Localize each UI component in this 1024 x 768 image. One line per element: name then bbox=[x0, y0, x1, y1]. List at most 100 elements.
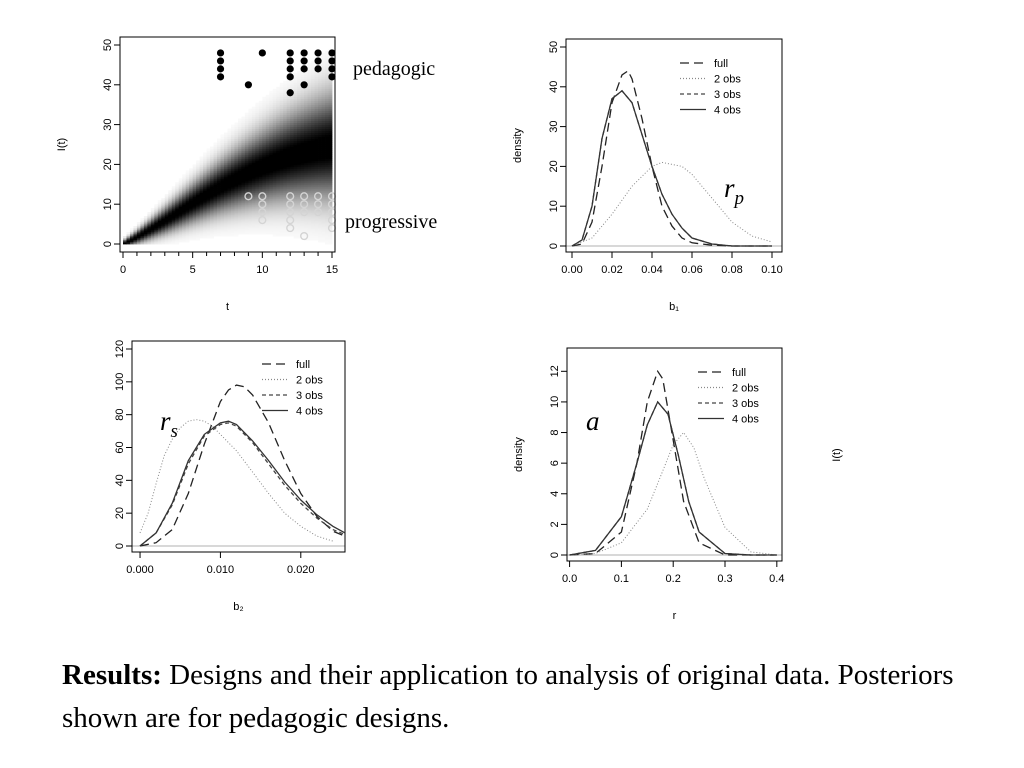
heatmap-cell bbox=[237, 224, 242, 227]
heatmap-cell bbox=[178, 216, 183, 219]
heatmap-cell bbox=[307, 130, 312, 133]
heatmap-cell bbox=[185, 170, 190, 173]
heatmap-cell bbox=[258, 228, 263, 231]
heatmap-cell bbox=[262, 204, 267, 207]
heatmap-cell bbox=[283, 174, 288, 177]
heatmap-cell bbox=[265, 212, 270, 215]
heatmap-cell bbox=[244, 214, 249, 217]
heatmap-cell bbox=[227, 190, 232, 193]
heatmap-cell bbox=[241, 148, 246, 151]
heatmap-cell bbox=[293, 198, 298, 201]
heatmap-cell bbox=[311, 66, 315, 70]
heatmap-cell bbox=[192, 238, 197, 241]
heatmap-cell bbox=[262, 186, 267, 189]
heatmap-cell bbox=[140, 228, 145, 231]
heatmap-cell bbox=[276, 100, 281, 104]
heatmap-cell bbox=[293, 120, 298, 124]
heatmap-cell bbox=[251, 144, 256, 147]
heatmap-cell bbox=[251, 136, 256, 139]
heatmap-cell bbox=[328, 152, 333, 155]
heatmap-cell bbox=[248, 112, 253, 116]
heatmap-cell bbox=[258, 130, 263, 133]
heatmap-cell bbox=[304, 154, 309, 157]
series-line-4-obs bbox=[569, 400, 777, 556]
heatmap-cell bbox=[213, 156, 218, 159]
heatmap-cell bbox=[217, 158, 221, 161]
heatmap-cell bbox=[234, 178, 239, 181]
heatmap-cell bbox=[234, 130, 239, 133]
heatmap-cell bbox=[276, 204, 281, 207]
heatmap-cell bbox=[196, 162, 201, 165]
heatmap-cell bbox=[150, 212, 155, 215]
heatmap-cell bbox=[230, 204, 235, 207]
heatmap-cell bbox=[314, 190, 319, 193]
heatmap-cell bbox=[304, 190, 309, 193]
heatmap-cell bbox=[203, 182, 207, 185]
heatmap-cell bbox=[230, 154, 235, 157]
heatmap-cell bbox=[325, 112, 329, 116]
heatmap-cell bbox=[178, 228, 183, 231]
heatmap-cell bbox=[237, 178, 242, 181]
heatmap-cell bbox=[241, 196, 246, 199]
pedagogic-point bbox=[258, 49, 266, 57]
heatmap-cell bbox=[276, 128, 281, 131]
heatmap-cell bbox=[304, 96, 309, 100]
heatmap-cell bbox=[318, 80, 322, 84]
heatmap-cell bbox=[251, 224, 256, 227]
heatmap-cell bbox=[175, 218, 180, 221]
heatmap-cell bbox=[286, 140, 291, 143]
heatmap-cell bbox=[182, 238, 187, 241]
heatmap-cell bbox=[325, 60, 329, 64]
heatmap-cell bbox=[328, 170, 333, 173]
heatmap-cell bbox=[258, 106, 263, 110]
heatmap-cell bbox=[220, 196, 225, 199]
heatmap-cell bbox=[325, 204, 329, 207]
heatmap-cell bbox=[318, 232, 322, 235]
heatmap-cell bbox=[328, 142, 333, 145]
heatmap-cell bbox=[286, 220, 291, 223]
heatmap-cell bbox=[224, 158, 228, 161]
heatmap-cell bbox=[171, 226, 176, 229]
heatmap-cell bbox=[279, 130, 284, 133]
heatmap-cell bbox=[248, 160, 253, 163]
heatmap-cell bbox=[272, 204, 277, 207]
heatmap-cell bbox=[196, 176, 201, 179]
heatmap-cell bbox=[272, 180, 277, 183]
heatmap-cell bbox=[307, 198, 312, 201]
heatmap-cell bbox=[297, 194, 302, 197]
heatmap-cell bbox=[279, 116, 284, 120]
heatmap-cell bbox=[230, 132, 235, 135]
heatmap-cell bbox=[307, 172, 312, 175]
y-tick-label: 10 bbox=[102, 198, 114, 210]
heatmap-cell bbox=[178, 200, 183, 203]
heatmap-cell bbox=[272, 94, 277, 98]
heatmap-cell bbox=[293, 184, 298, 187]
heatmap-cell bbox=[213, 162, 218, 165]
heatmap-cell bbox=[258, 148, 263, 151]
heatmap-cell bbox=[248, 178, 253, 181]
heatmap-cell bbox=[241, 184, 246, 187]
heatmap-cell bbox=[217, 144, 221, 147]
heatmap-cell bbox=[300, 114, 305, 118]
heatmap-cell bbox=[325, 104, 329, 108]
heatmap-cell bbox=[150, 226, 155, 229]
heatmap-cell bbox=[258, 124, 263, 127]
heatmap-cell bbox=[262, 160, 267, 163]
heatmap-cell bbox=[314, 196, 319, 199]
heatmap-cell bbox=[161, 204, 166, 207]
heatmap-cell bbox=[161, 242, 166, 245]
heatmap-cell bbox=[304, 110, 309, 114]
heatmap-cell bbox=[286, 102, 291, 106]
heatmap-cell bbox=[248, 146, 253, 149]
heatmap-cell bbox=[293, 152, 298, 155]
heatmap-cell bbox=[276, 138, 281, 141]
heatmap-cell bbox=[262, 106, 267, 110]
heatmap-cell bbox=[304, 174, 309, 177]
heatmap-cell bbox=[237, 204, 242, 207]
heatmap-cell bbox=[189, 220, 194, 223]
heatmap-cell bbox=[161, 234, 166, 237]
heatmap-cell bbox=[234, 128, 239, 131]
y-tick-label: 50 bbox=[102, 39, 114, 51]
heatmap-cell bbox=[224, 228, 228, 231]
